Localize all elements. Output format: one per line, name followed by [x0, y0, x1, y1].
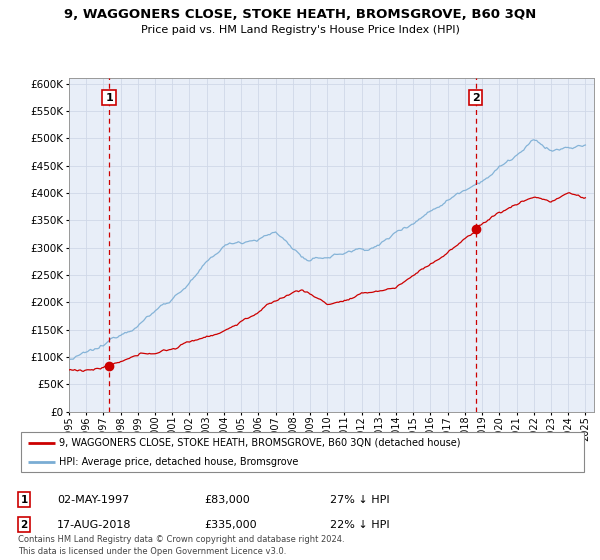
- Text: £83,000: £83,000: [204, 494, 250, 505]
- Text: 1: 1: [20, 494, 28, 505]
- Text: 2: 2: [472, 92, 479, 102]
- Text: This data is licensed under the Open Government Licence v3.0.: This data is licensed under the Open Gov…: [18, 547, 286, 556]
- Text: 9, WAGGONERS CLOSE, STOKE HEATH, BROMSGROVE, B60 3QN (detached house): 9, WAGGONERS CLOSE, STOKE HEATH, BROMSGR…: [59, 437, 461, 447]
- Text: Contains HM Land Registry data © Crown copyright and database right 2024.: Contains HM Land Registry data © Crown c…: [18, 535, 344, 544]
- Text: 17-AUG-2018: 17-AUG-2018: [57, 520, 131, 530]
- Text: 27% ↓ HPI: 27% ↓ HPI: [330, 494, 389, 505]
- Text: HPI: Average price, detached house, Bromsgrove: HPI: Average price, detached house, Brom…: [59, 457, 298, 467]
- Text: Price paid vs. HM Land Registry's House Price Index (HPI): Price paid vs. HM Land Registry's House …: [140, 25, 460, 35]
- Text: 2: 2: [20, 520, 28, 530]
- Text: £335,000: £335,000: [204, 520, 257, 530]
- Text: 22% ↓ HPI: 22% ↓ HPI: [330, 520, 389, 530]
- Text: 1: 1: [105, 92, 113, 102]
- FancyBboxPatch shape: [21, 432, 584, 473]
- Text: 02-MAY-1997: 02-MAY-1997: [57, 494, 129, 505]
- Text: 9, WAGGONERS CLOSE, STOKE HEATH, BROMSGROVE, B60 3QN: 9, WAGGONERS CLOSE, STOKE HEATH, BROMSGR…: [64, 8, 536, 21]
